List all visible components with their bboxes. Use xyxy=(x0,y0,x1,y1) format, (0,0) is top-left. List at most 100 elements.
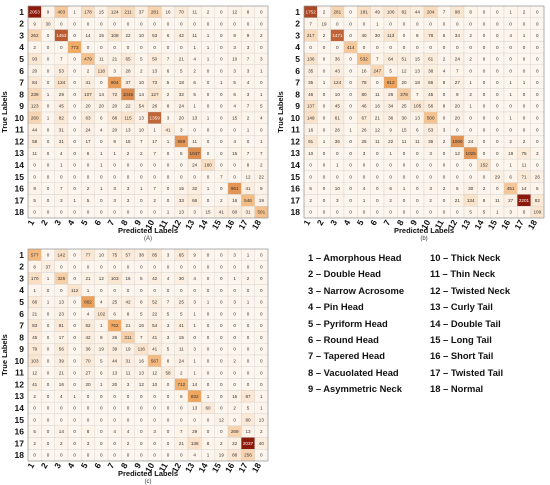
cell-value: 123 xyxy=(31,104,39,109)
cell-value: 9 xyxy=(456,92,459,97)
cell-value: 5 xyxy=(33,198,36,203)
cell-value: 0 xyxy=(140,417,143,422)
cell-value: 41 xyxy=(219,210,225,215)
cell-value: 5 xyxy=(389,68,392,73)
y-tick-label: 14 xyxy=(15,403,25,413)
cell-value: 1 xyxy=(496,210,499,215)
cell-value: 4 xyxy=(193,57,196,62)
y-tick-label: 11 xyxy=(15,368,24,378)
cell-value: 22 xyxy=(125,104,131,109)
cell-value: 2 xyxy=(523,139,526,144)
cell-value: 54 xyxy=(152,323,158,328)
cell-value: 0 xyxy=(60,45,63,50)
cell-value: 0 xyxy=(60,406,63,411)
y-tick-label: 2 xyxy=(295,19,300,29)
cell-value: 0 xyxy=(220,276,223,281)
cell-value: 0 xyxy=(483,33,486,38)
cell-value: 1 xyxy=(207,115,210,120)
cell-value: 3 xyxy=(127,198,130,203)
cell-value: 0 xyxy=(323,45,326,50)
cell-value: 103 xyxy=(111,276,119,281)
cell-value: 0 xyxy=(73,57,76,62)
cell-value: 11 xyxy=(375,139,380,144)
cell-value: 21 xyxy=(85,276,91,281)
cell-value: 0 xyxy=(100,288,103,293)
cell-value: 5 xyxy=(33,429,36,434)
cell-value: 3 xyxy=(260,57,263,62)
cell-value: 14 xyxy=(99,92,105,97)
cell-value: 0 xyxy=(167,151,170,156)
cell-value: 2 xyxy=(523,9,526,14)
cell-value: 1 xyxy=(140,186,143,191)
cell-value: 0 xyxy=(260,382,263,387)
cell-value: 0 xyxy=(220,429,223,434)
cell-value: 0 xyxy=(47,57,50,62)
cell-value: 6 xyxy=(416,127,419,132)
cell-value: 8 xyxy=(167,104,170,109)
cell-value: 0 xyxy=(260,252,263,257)
cell-value: 0 xyxy=(73,127,76,132)
cell-value: 22 xyxy=(232,441,238,446)
y-tick-label: 6 xyxy=(295,66,300,76)
cell-value: 16 xyxy=(125,276,131,281)
cell-value: 0 xyxy=(483,21,486,26)
cell-value: 7 xyxy=(260,151,263,156)
cell-value: 9 xyxy=(193,252,196,257)
cell-value: 0 xyxy=(443,92,446,97)
x-tick-label: 9 xyxy=(132,461,143,470)
cell-value: 58 xyxy=(165,370,171,375)
cell-value: 8 xyxy=(87,429,90,434)
cell-value: 0 xyxy=(113,441,116,446)
cell-value: 1045 xyxy=(123,92,134,97)
cell-value: 3 xyxy=(363,151,366,156)
cell-value: 0 xyxy=(496,45,499,50)
cell-value: 0 xyxy=(153,288,156,293)
cell-value: 17 xyxy=(85,139,91,144)
cell-value: 0 xyxy=(523,115,526,120)
cell-value: 1 xyxy=(260,139,263,144)
cell-value: 7 xyxy=(309,21,312,26)
cell-value: 3 xyxy=(60,198,63,203)
cell-value: 0 xyxy=(233,382,236,387)
cell-value: 93 xyxy=(32,57,38,62)
x-tick-label: 6 xyxy=(92,218,103,227)
cell-value: 81 xyxy=(59,323,65,328)
cell-value: 2 xyxy=(220,441,223,446)
cell-value: 0 xyxy=(180,417,183,422)
cell-value: 34 xyxy=(388,104,394,109)
cell-value: 0 xyxy=(153,453,156,458)
cell-value: 0 xyxy=(73,335,76,340)
cell-value: 0 xyxy=(207,264,210,269)
cell-value: 0 xyxy=(247,323,250,328)
cell-value: 21 xyxy=(59,370,65,375)
cell-value: 5 xyxy=(167,80,170,85)
cell-value: 127 xyxy=(151,92,159,97)
cell-value: 0 xyxy=(523,45,526,50)
cell-value: 0 xyxy=(47,417,50,422)
cell-value: 0 xyxy=(496,104,499,109)
cell-value: 2 xyxy=(220,198,223,203)
cell-value: 832 xyxy=(191,394,199,399)
cell-value: 0 xyxy=(247,139,250,144)
x-axis-title: Predicted Labels xyxy=(118,469,178,478)
cell-value: 0 xyxy=(233,417,236,422)
cell-value: 5 xyxy=(483,210,486,215)
cell-value: 0 xyxy=(100,21,103,26)
cell-value: 7 xyxy=(247,151,250,156)
cell-value: 12 xyxy=(152,370,158,375)
cell-value: 762 xyxy=(111,323,119,328)
cell-value: 35 xyxy=(308,80,314,85)
cell-value: 73 xyxy=(152,80,158,85)
cell-value: 1 xyxy=(47,92,50,97)
cell-value: 15 xyxy=(125,139,131,144)
cell-value: 9 xyxy=(113,139,116,144)
cell-value: 12 xyxy=(401,68,407,73)
cell-value: 1 xyxy=(403,186,406,191)
cell-value: 60 xyxy=(232,210,238,215)
cell-value: 53 xyxy=(428,127,434,132)
cell-value: 9 xyxy=(260,186,263,191)
cell-value: 2 xyxy=(469,33,472,38)
cell-value: 13 xyxy=(59,300,65,305)
cell-value: 10 xyxy=(335,92,341,97)
cell-value: 2 xyxy=(127,441,130,446)
